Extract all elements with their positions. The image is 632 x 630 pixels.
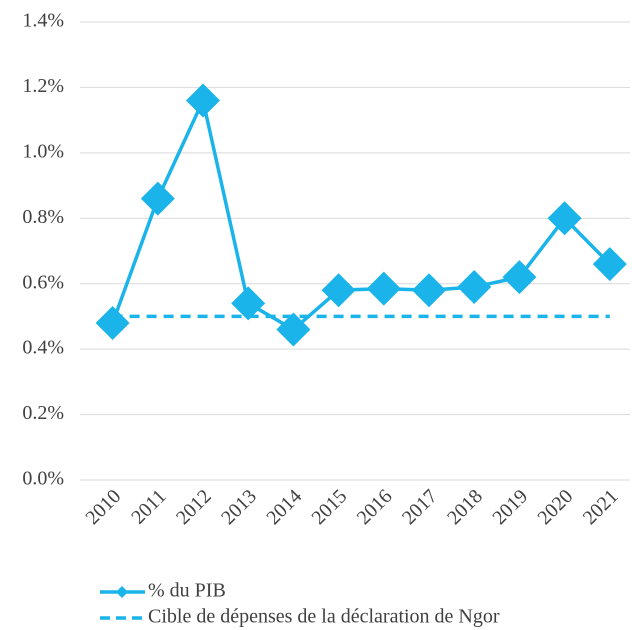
x-tick-label: 2016 (353, 485, 397, 529)
x-tick-label: 2020 (534, 485, 578, 529)
y-tick-label: 1.4% (22, 10, 64, 32)
x-tick-label: 2010 (82, 485, 126, 529)
x-tick-label: 2011 (127, 485, 170, 528)
legend-label: % du PIB (148, 580, 226, 602)
marker (140, 181, 175, 216)
y-tick-label: 0.6% (22, 271, 64, 293)
series-line (110, 95, 612, 332)
marker (186, 83, 220, 118)
y-tick-label: 0.4% (22, 337, 64, 359)
x-tick-label: 2015 (308, 485, 352, 529)
legend-label: Cible de dépenses de la déclaration de N… (148, 606, 500, 628)
legend-marker (116, 586, 128, 598)
x-tick-label: 2018 (443, 485, 487, 529)
x-tick-label: 2017 (398, 485, 442, 529)
marker (95, 305, 130, 340)
y-tick-label: 0.0% (22, 468, 64, 490)
y-tick-label: 0.2% (22, 402, 64, 424)
marker (592, 247, 627, 282)
x-tick-label: 2019 (488, 485, 532, 529)
marker (457, 269, 492, 304)
x-tick-label: 2012 (172, 485, 216, 529)
marker (502, 260, 537, 295)
marker (276, 312, 311, 347)
y-tick-label: 1.2% (22, 75, 64, 97)
marker (231, 286, 266, 321)
x-tick-label: 2014 (262, 485, 306, 529)
marker (547, 201, 582, 236)
x-tick-label: 2013 (217, 485, 261, 529)
marker (366, 271, 401, 306)
x-tick-label: 2021 (579, 485, 623, 529)
marker (412, 273, 446, 308)
y-tick-label: 1.0% (22, 140, 64, 162)
y-tick-label: 0.8% (22, 206, 64, 228)
marker (321, 273, 356, 308)
